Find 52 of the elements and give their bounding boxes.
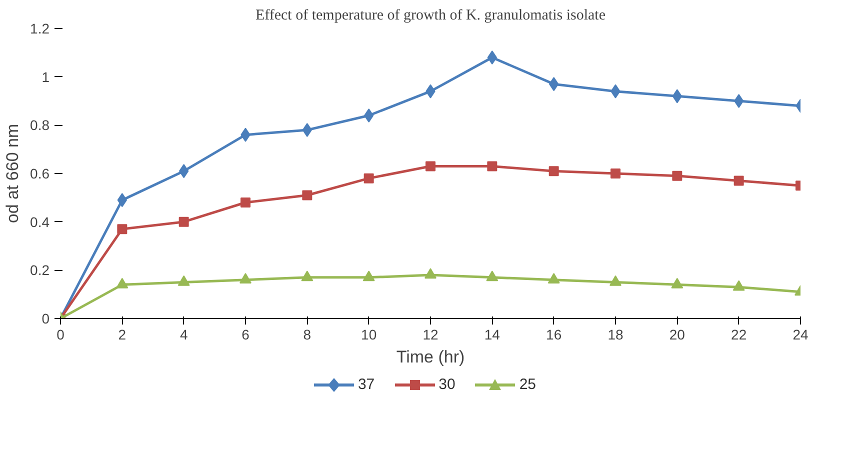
x-axis-title: Time (hr) — [396, 348, 465, 366]
point — [732, 280, 745, 291]
point — [734, 176, 744, 186]
legend-label: 25 — [519, 375, 536, 395]
y-tick-label: 0.4 — [30, 214, 50, 230]
point — [178, 216, 189, 227]
y-tick-label: 0.6 — [30, 166, 50, 182]
y-tick-label: 0.8 — [30, 117, 50, 134]
x-tick-label: 24 — [792, 326, 808, 342]
point — [302, 123, 312, 137]
x-tick-label: 20 — [669, 326, 686, 342]
point — [610, 168, 620, 178]
point — [486, 270, 498, 282]
y-tick-label: 0.2 — [30, 262, 50, 278]
point — [240, 198, 250, 208]
point — [240, 272, 252, 284]
point — [302, 190, 312, 200]
point — [116, 278, 128, 288]
point — [364, 108, 374, 122]
x-tick-label: 16 — [546, 326, 562, 342]
y-tick-label: 1 — [42, 68, 50, 85]
point — [424, 268, 436, 279]
point — [734, 94, 744, 108]
x-tick-label: 4 — [180, 326, 188, 342]
y-tick-label: 0 — [42, 310, 50, 326]
point — [548, 166, 559, 176]
point — [487, 50, 497, 64]
x-tick-label: 8 — [303, 326, 312, 342]
x-tick-label: 14 — [484, 326, 500, 342]
point — [672, 170, 682, 181]
point — [178, 275, 190, 286]
x-tick-label: 12 — [422, 326, 438, 342]
point — [426, 161, 436, 172]
legend-label: 30 — [438, 375, 456, 395]
x-tick-label: 6 — [242, 326, 250, 342]
point — [301, 270, 314, 282]
point — [117, 224, 128, 234]
point — [364, 173, 374, 184]
point — [487, 161, 498, 172]
point — [548, 272, 560, 284]
y-axis-title: od at 660 nm — [3, 124, 22, 224]
x-tick-label: 18 — [608, 326, 624, 342]
x-tick-label: 22 — [731, 326, 747, 342]
chart-title: Effect of temperature of growth of K. granulomatis isolate — [255, 8, 606, 24]
x-tick-label: 0 — [56, 326, 65, 342]
x-tick-label: 10 — [361, 326, 377, 342]
point — [671, 278, 684, 288]
point — [610, 275, 622, 286]
legend-label: 37 — [358, 375, 375, 395]
y-tick-label: 1.2 — [30, 20, 50, 36]
point — [362, 270, 375, 282]
x-tick-label: 2 — [118, 326, 126, 342]
